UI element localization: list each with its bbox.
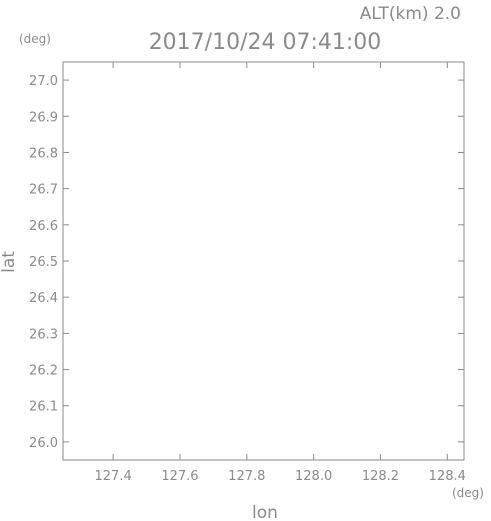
altitude-label: ALT(km) 2.0 — [360, 4, 461, 24]
y-unit-label: (deg) — [19, 32, 51, 46]
x-tick-label: 128.4 — [429, 469, 466, 484]
y-tick-label: 26.6 — [29, 219, 58, 234]
y-tick-label: 26.3 — [29, 327, 58, 342]
radar-field-image — [63, 62, 460, 460]
x-tick-label: 128.2 — [362, 469, 399, 484]
y-tick-label: 27.0 — [29, 74, 58, 89]
y-axis-label: lat — [0, 251, 19, 273]
axis-ticks: 127.4 127.6 127.8 128.0 128.2 128.4 26.0 26.1 26… — [29, 62, 466, 484]
y-tick-label: 26.9 — [29, 110, 58, 125]
x-tick-label: 127.8 — [228, 469, 265, 484]
y-tick-label: 26.7 — [29, 183, 58, 198]
x-axis-label: lon — [252, 503, 278, 521]
y-tick-label: 26.5 — [29, 255, 58, 270]
radar-field — [63, 62, 460, 460]
y-tick-label: 26.2 — [29, 364, 58, 379]
y-tick-label: 26.0 — [29, 436, 58, 451]
y-tick-label: 26.8 — [29, 146, 58, 161]
x-unit-label: (deg) — [452, 486, 484, 500]
x-tick-label: 128.0 — [295, 469, 332, 484]
y-tick-label: 26.1 — [29, 400, 58, 415]
y-tick-label: 26.4 — [29, 291, 58, 306]
x-tick-label: 127.4 — [95, 469, 132, 484]
chart-title: 2017/10/24 07:41:00 — [149, 30, 382, 55]
x-tick-label: 127.6 — [161, 469, 198, 484]
